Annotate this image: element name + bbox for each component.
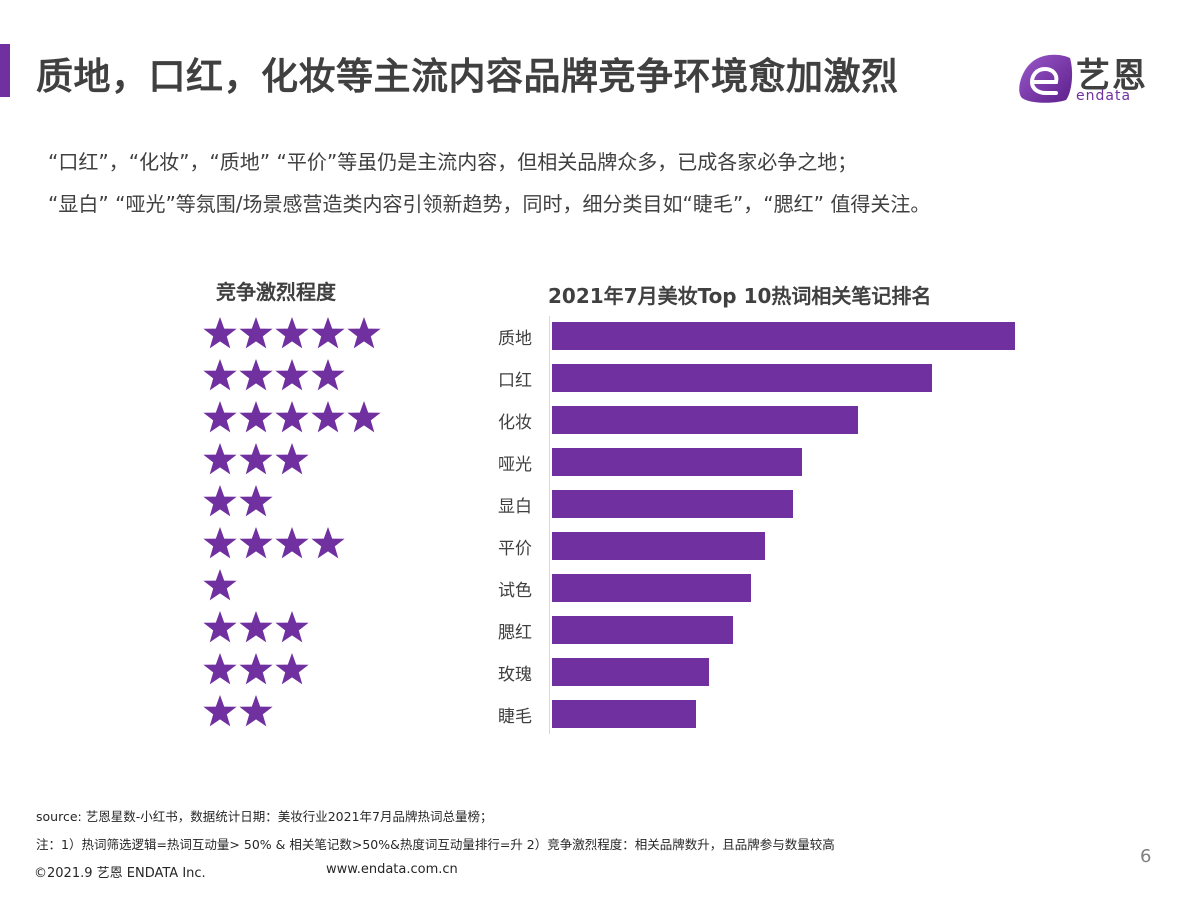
bar-row: 质地 bbox=[470, 315, 1070, 357]
endata-logo-icon bbox=[1019, 54, 1073, 103]
star-icon bbox=[310, 399, 346, 435]
star-icon bbox=[202, 399, 238, 435]
bar-label: 睫毛 bbox=[498, 707, 532, 727]
star-icon bbox=[310, 315, 346, 351]
bar-row: 平价 bbox=[470, 525, 1070, 567]
source-note: source: 艺恩星数-小红书，数据统计日期：美妆行业2021年7月品牌热词总… bbox=[36, 809, 493, 824]
star-icon bbox=[238, 399, 274, 435]
bar bbox=[552, 490, 793, 518]
star-icon bbox=[274, 441, 310, 477]
star-rating-row bbox=[202, 396, 402, 438]
logo-text-cn: 艺恩 bbox=[1076, 56, 1148, 96]
star-icon bbox=[202, 483, 238, 519]
star-icon bbox=[202, 609, 238, 645]
bar-label: 试色 bbox=[498, 581, 532, 601]
star-rating-row bbox=[202, 354, 402, 396]
star-icon bbox=[274, 315, 310, 351]
star-icon bbox=[310, 357, 346, 393]
footnote: 注：1）热词筛选逻辑=热词互动量> 50% & 相关笔记数>50%&热度词互动量… bbox=[36, 837, 835, 852]
subtitle-line-1: “口红”，“化妆”，“质地” “平价”等虽仍是主流内容，但相关品牌众多，已成各家… bbox=[48, 150, 858, 174]
star-icon bbox=[238, 315, 274, 351]
bar-row: 睫毛 bbox=[470, 693, 1070, 735]
star-icon bbox=[274, 357, 310, 393]
star-icon bbox=[238, 651, 274, 687]
bar-label: 玫瑰 bbox=[498, 665, 532, 685]
star-icon bbox=[238, 483, 274, 519]
star-icon bbox=[274, 399, 310, 435]
chart-title: 2021年7月美妆Top 10热词相关笔记排名 bbox=[548, 284, 932, 308]
star-icon bbox=[310, 525, 346, 561]
star-rating-row bbox=[202, 564, 402, 606]
star-rating-row bbox=[202, 648, 402, 690]
website-link: www.endata.com.cn bbox=[326, 862, 458, 877]
star-icon bbox=[202, 315, 238, 351]
star-icon bbox=[238, 609, 274, 645]
star-rating-row bbox=[202, 690, 402, 732]
star-icon bbox=[202, 441, 238, 477]
chart-axis-line bbox=[549, 316, 550, 734]
bar-label: 化妆 bbox=[498, 413, 532, 433]
star-rating-row bbox=[202, 522, 402, 564]
bar bbox=[552, 406, 858, 434]
bar bbox=[552, 448, 803, 476]
bar bbox=[552, 364, 932, 392]
star-rating-row bbox=[202, 480, 402, 522]
bar-row: 试色 bbox=[470, 567, 1070, 609]
star-icon bbox=[274, 651, 310, 687]
star-icon bbox=[346, 399, 382, 435]
bar-chart: 质地口红化妆哑光显白平价试色腮红玫瑰睫毛 bbox=[470, 315, 1070, 735]
star-icon bbox=[238, 357, 274, 393]
bar-row: 哑光 bbox=[470, 441, 1070, 483]
bar bbox=[552, 322, 1015, 350]
bar-label: 腮红 bbox=[498, 623, 532, 643]
star-icon bbox=[202, 567, 238, 603]
bar-row: 化妆 bbox=[470, 399, 1070, 441]
bar bbox=[552, 574, 752, 602]
star-icon bbox=[202, 651, 238, 687]
star-icon bbox=[274, 525, 310, 561]
page-title: 质地，口红，化妆等主流内容品牌竞争环境愈加激烈 bbox=[36, 55, 899, 98]
copyright: ©2021.9 艺恩 ENDATA Inc. bbox=[34, 866, 206, 881]
star-icon bbox=[274, 609, 310, 645]
bar bbox=[552, 532, 765, 560]
logo-text-en: endata bbox=[1076, 88, 1132, 104]
star-icon bbox=[202, 693, 238, 729]
endata-logo: 艺恩 endata bbox=[1014, 48, 1164, 108]
bar bbox=[552, 700, 696, 728]
bar-label: 哑光 bbox=[498, 455, 532, 475]
subtitle-line-2: “显白” “哑光”等氛围/场景感营造类内容引领新趋势，同时，细分类目如“睫毛”，… bbox=[48, 192, 931, 216]
bar-row: 口红 bbox=[470, 357, 1070, 399]
star-icon bbox=[238, 441, 274, 477]
star-icon bbox=[238, 525, 274, 561]
bar-label: 质地 bbox=[498, 329, 532, 349]
bar bbox=[552, 658, 710, 686]
bar-label: 显白 bbox=[498, 497, 532, 517]
bar-label: 口红 bbox=[498, 371, 532, 391]
star-icon bbox=[346, 315, 382, 351]
star-icon bbox=[238, 693, 274, 729]
bar-row: 腮红 bbox=[470, 609, 1070, 651]
star-rating-row bbox=[202, 606, 402, 648]
bar-label: 平价 bbox=[498, 539, 532, 559]
bar-row: 玫瑰 bbox=[470, 651, 1070, 693]
title-accent-bar bbox=[0, 44, 10, 97]
star-icon bbox=[202, 525, 238, 561]
star-rating-row bbox=[202, 438, 402, 480]
star-icon bbox=[202, 357, 238, 393]
star-rating-row bbox=[202, 312, 402, 354]
bar-row: 显白 bbox=[470, 483, 1070, 525]
bar bbox=[552, 616, 733, 644]
competition-title: 竞争激烈程度 bbox=[216, 280, 336, 304]
page-number: 6 bbox=[1140, 846, 1152, 867]
competition-ratings bbox=[202, 312, 402, 732]
